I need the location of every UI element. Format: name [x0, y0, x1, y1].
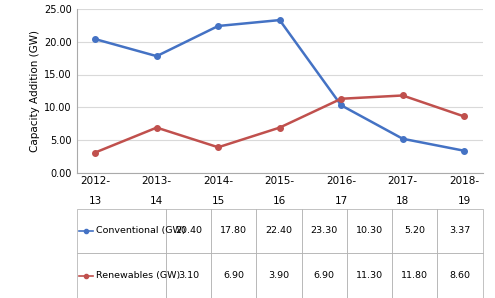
Bar — [347, 209, 392, 253]
Text: 11.30: 11.30 — [356, 271, 383, 280]
Conventional (GW) — [461, 149, 467, 153]
Text: 13: 13 — [89, 196, 102, 206]
Bar — [302, 209, 347, 253]
Bar — [438, 209, 483, 253]
Bar — [211, 209, 256, 253]
Bar — [77, 253, 166, 298]
Text: 15: 15 — [211, 196, 225, 206]
Bar — [438, 253, 483, 298]
Bar — [392, 253, 438, 298]
Text: 19: 19 — [457, 196, 471, 206]
Text: 17: 17 — [335, 196, 348, 206]
Bar — [392, 209, 438, 253]
Text: 14: 14 — [150, 196, 163, 206]
Conventional (GW) — [154, 54, 160, 58]
Line: Conventional (GW): Conventional (GW) — [93, 17, 467, 153]
Line: Renewables (GW): Renewables (GW) — [93, 93, 467, 155]
Text: 6.90: 6.90 — [314, 271, 335, 280]
Conventional (GW) — [92, 37, 98, 41]
Bar — [347, 253, 392, 298]
Text: Conventional (GW): Conventional (GW) — [96, 226, 185, 235]
Text: 17.80: 17.80 — [220, 226, 248, 235]
Renewables (GW) — [92, 151, 98, 154]
Text: 2014-: 2014- — [203, 176, 233, 187]
Bar — [166, 253, 211, 298]
Conventional (GW) — [277, 18, 283, 22]
Text: 3.90: 3.90 — [268, 271, 290, 280]
Text: 2017-: 2017- — [388, 176, 418, 187]
Text: 3.37: 3.37 — [449, 226, 471, 235]
Text: 22.40: 22.40 — [266, 226, 293, 235]
Text: 16: 16 — [273, 196, 286, 206]
Text: 11.80: 11.80 — [401, 271, 428, 280]
Text: 10.30: 10.30 — [356, 226, 383, 235]
Bar — [256, 253, 302, 298]
Bar — [302, 253, 347, 298]
Text: 6.90: 6.90 — [223, 271, 245, 280]
Text: 23.30: 23.30 — [311, 226, 338, 235]
Renewables (GW) — [338, 97, 344, 100]
Text: 2012-: 2012- — [80, 176, 110, 187]
Conventional (GW) — [215, 24, 221, 28]
Conventional (GW) — [338, 103, 344, 107]
Text: 18: 18 — [396, 196, 409, 206]
Y-axis label: Capacity Addition (GW): Capacity Addition (GW) — [30, 30, 40, 152]
Text: 5.20: 5.20 — [404, 226, 425, 235]
Text: Renewables (GW): Renewables (GW) — [96, 271, 180, 280]
Text: 2018-: 2018- — [449, 176, 479, 187]
Renewables (GW) — [277, 126, 283, 129]
Text: 2015-: 2015- — [265, 176, 295, 187]
Bar — [211, 253, 256, 298]
Renewables (GW) — [461, 115, 467, 118]
Renewables (GW) — [399, 94, 405, 97]
Text: 2013-: 2013- — [142, 176, 172, 187]
Text: 3.10: 3.10 — [178, 271, 199, 280]
Renewables (GW) — [154, 126, 160, 129]
Text: 8.60: 8.60 — [449, 271, 471, 280]
Text: 2016-: 2016- — [326, 176, 356, 187]
Bar — [256, 209, 302, 253]
Bar — [77, 209, 166, 253]
Bar — [166, 209, 211, 253]
Renewables (GW) — [215, 145, 221, 149]
Text: 20.40: 20.40 — [175, 226, 202, 235]
Conventional (GW) — [399, 137, 405, 141]
